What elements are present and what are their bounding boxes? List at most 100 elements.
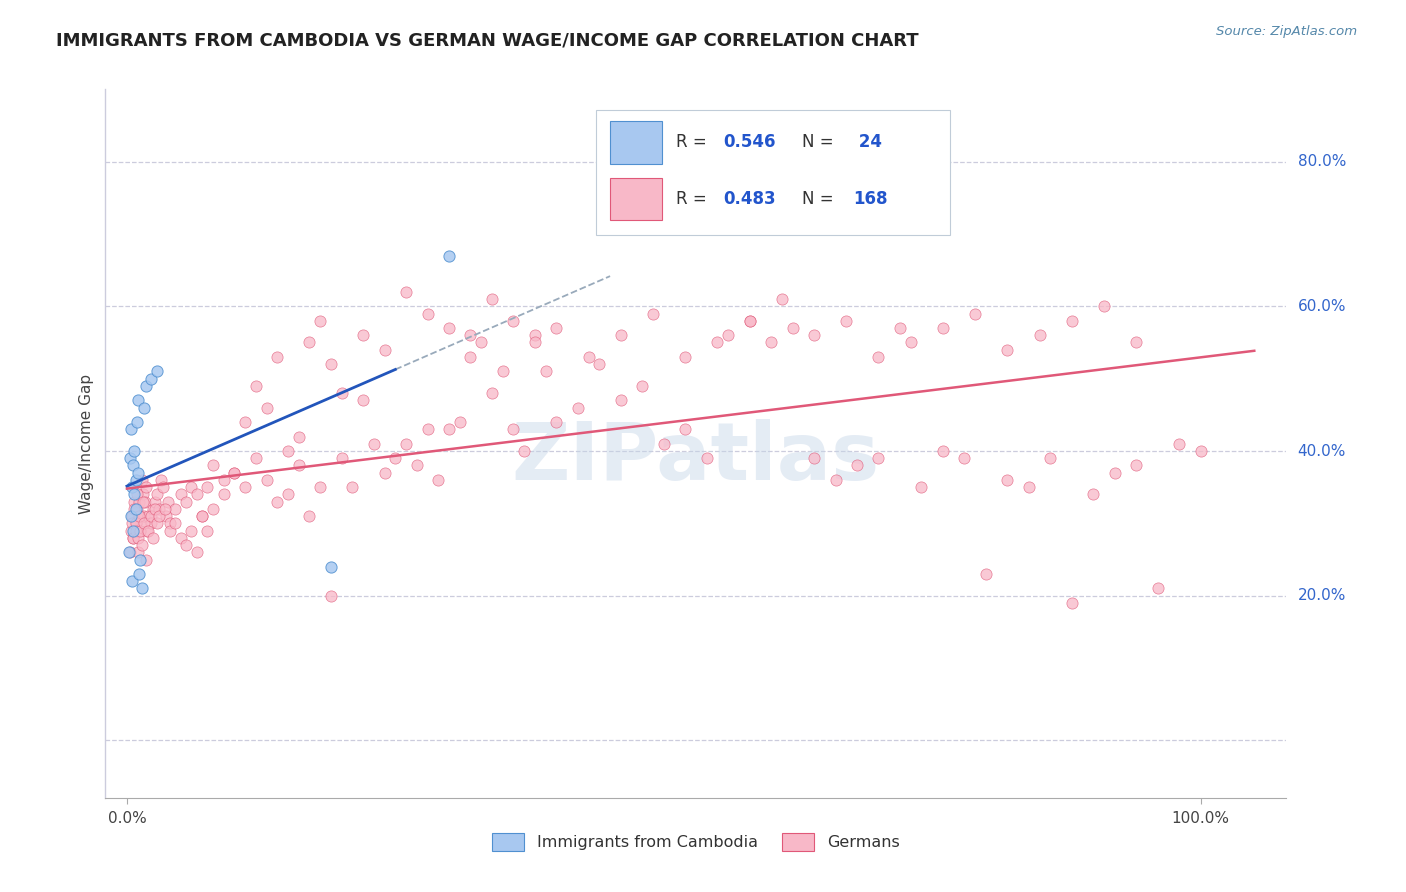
Point bbox=[610, 328, 633, 343]
Text: 40.0%: 40.0% bbox=[1298, 443, 1346, 458]
Point bbox=[127, 524, 149, 538]
Point bbox=[197, 480, 219, 494]
Point bbox=[118, 545, 141, 559]
Point bbox=[868, 451, 890, 466]
Point bbox=[128, 552, 150, 566]
Point bbox=[717, 328, 740, 343]
Point bbox=[124, 524, 146, 538]
Point bbox=[673, 350, 696, 364]
Point bbox=[186, 545, 208, 559]
Point bbox=[416, 422, 439, 436]
Point bbox=[395, 436, 418, 450]
Point bbox=[523, 335, 546, 350]
Point bbox=[143, 494, 166, 508]
Point bbox=[153, 502, 176, 516]
Text: 24: 24 bbox=[853, 133, 882, 151]
Text: R =: R = bbox=[676, 190, 711, 208]
Point bbox=[174, 538, 197, 552]
Point bbox=[132, 494, 155, 508]
Point bbox=[121, 509, 143, 524]
Y-axis label: Wage/Income Gap: Wage/Income Gap bbox=[79, 374, 94, 514]
Point bbox=[995, 473, 1018, 487]
Point bbox=[138, 524, 160, 538]
Point bbox=[127, 466, 149, 480]
Point bbox=[135, 480, 157, 494]
Point bbox=[309, 314, 332, 328]
Point bbox=[502, 422, 524, 436]
FancyBboxPatch shape bbox=[596, 111, 950, 235]
Point bbox=[131, 582, 153, 596]
Point bbox=[191, 509, 214, 524]
Point bbox=[782, 321, 804, 335]
Point bbox=[128, 494, 150, 508]
Point bbox=[127, 545, 149, 559]
Point bbox=[910, 480, 932, 494]
Point bbox=[965, 306, 987, 320]
Point bbox=[460, 350, 482, 364]
Point bbox=[706, 335, 728, 350]
Point bbox=[135, 379, 157, 393]
Point bbox=[995, 343, 1018, 357]
Point bbox=[169, 487, 191, 501]
Point bbox=[1168, 436, 1191, 450]
Point bbox=[1104, 466, 1126, 480]
Text: IMMIGRANTS FROM CAMBODIA VS GERMAN WAGE/INCOME GAP CORRELATION CHART: IMMIGRANTS FROM CAMBODIA VS GERMAN WAGE/… bbox=[56, 31, 920, 49]
Point bbox=[889, 321, 911, 335]
Text: 20.0%: 20.0% bbox=[1298, 588, 1346, 603]
Point bbox=[449, 415, 471, 429]
Text: 80.0%: 80.0% bbox=[1298, 154, 1346, 169]
Point bbox=[427, 473, 450, 487]
Text: N =: N = bbox=[803, 133, 839, 151]
Point bbox=[148, 502, 170, 516]
Point bbox=[150, 473, 173, 487]
Point bbox=[121, 480, 143, 494]
Point bbox=[546, 321, 568, 335]
Point bbox=[233, 480, 256, 494]
Point bbox=[132, 516, 155, 531]
Point bbox=[266, 350, 288, 364]
Point bbox=[319, 589, 342, 603]
Point bbox=[233, 415, 256, 429]
Point bbox=[124, 487, 146, 501]
Point bbox=[1125, 335, 1147, 350]
Point bbox=[120, 422, 142, 436]
Point bbox=[1060, 596, 1083, 610]
Point bbox=[502, 314, 524, 328]
Point bbox=[846, 458, 869, 473]
Point bbox=[142, 502, 165, 516]
Point bbox=[132, 401, 155, 415]
Point bbox=[122, 458, 145, 473]
Point bbox=[513, 444, 536, 458]
Text: 0.546: 0.546 bbox=[723, 133, 776, 151]
Point bbox=[534, 364, 557, 378]
Point bbox=[352, 328, 374, 343]
Point bbox=[120, 509, 142, 524]
Point bbox=[201, 458, 224, 473]
Point bbox=[610, 393, 633, 408]
Point bbox=[139, 371, 162, 385]
Point bbox=[128, 509, 150, 524]
Point bbox=[186, 487, 208, 501]
Point bbox=[212, 473, 235, 487]
Point bbox=[124, 516, 146, 531]
Point bbox=[287, 458, 309, 473]
Point bbox=[374, 343, 396, 357]
Point bbox=[546, 415, 568, 429]
Point bbox=[352, 393, 374, 408]
Point bbox=[143, 502, 166, 516]
Point bbox=[122, 531, 145, 545]
Point bbox=[523, 328, 546, 343]
Point bbox=[121, 516, 143, 531]
Point bbox=[1125, 458, 1147, 473]
Point bbox=[900, 335, 922, 350]
Point bbox=[363, 436, 385, 450]
Point bbox=[131, 538, 153, 552]
Point bbox=[139, 509, 162, 524]
Point bbox=[165, 502, 187, 516]
Point bbox=[437, 422, 460, 436]
Point bbox=[416, 306, 439, 320]
Point bbox=[578, 350, 600, 364]
Point bbox=[124, 502, 146, 516]
Point bbox=[120, 451, 142, 466]
Point bbox=[330, 451, 353, 466]
